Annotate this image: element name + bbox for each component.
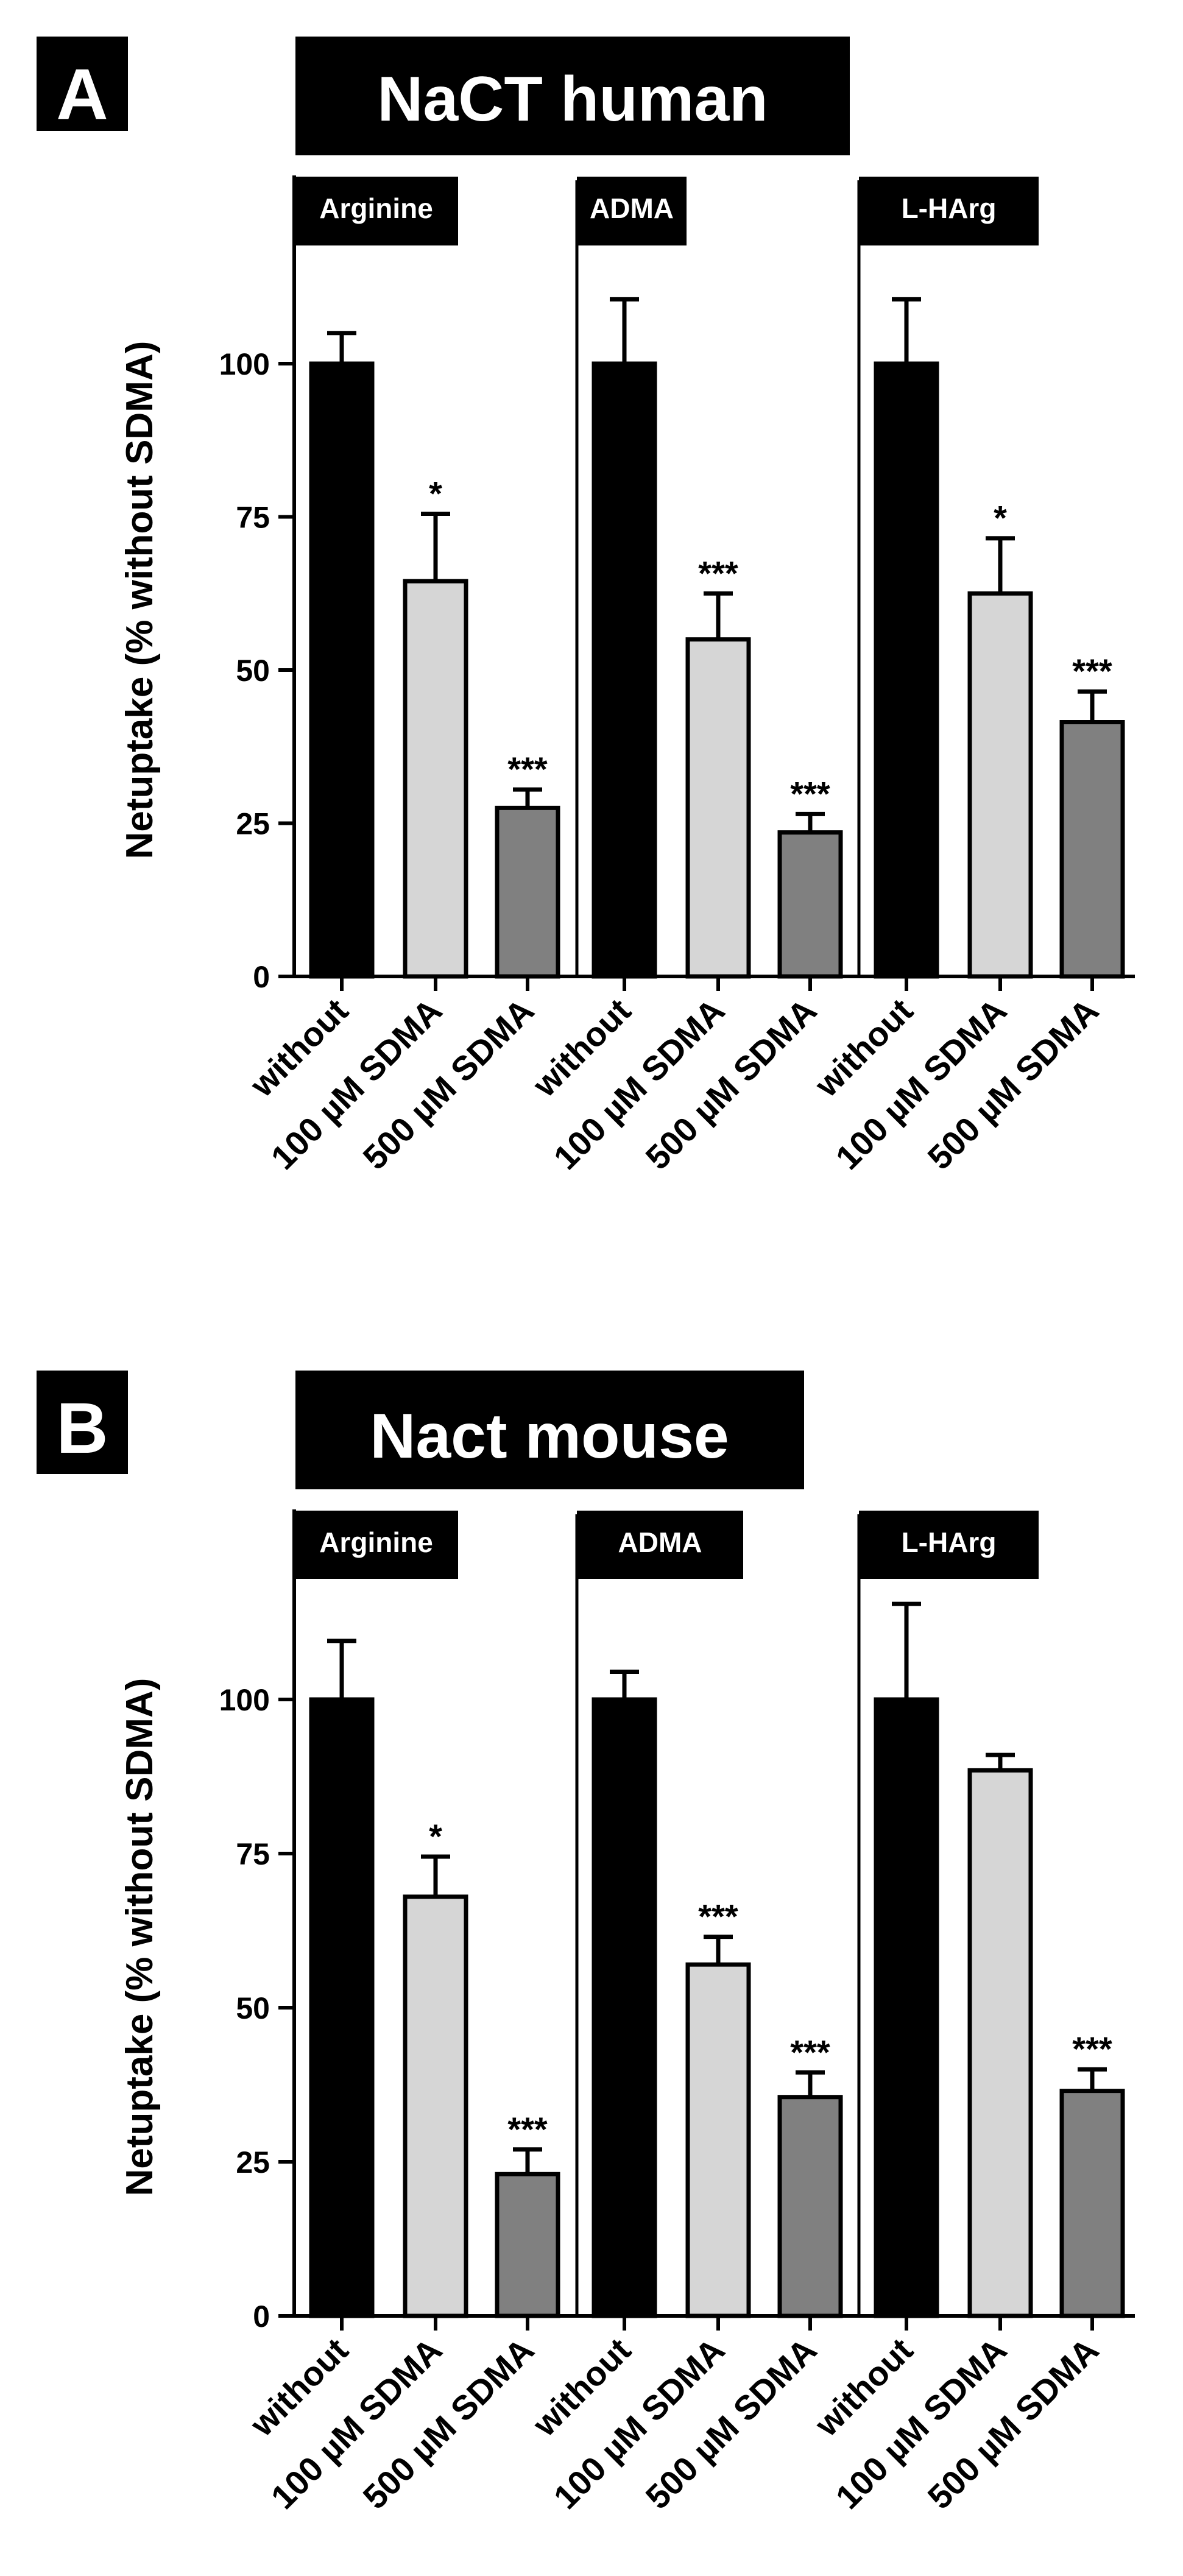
group-label: Arginine	[319, 1526, 433, 1558]
bar	[495, 2172, 560, 2318]
bar	[685, 1962, 751, 2318]
y-tick-label: 50	[236, 1991, 270, 2025]
chart-title: NaCT human	[377, 64, 768, 135]
bar	[403, 1894, 468, 2318]
significance-label: ***	[698, 1897, 738, 1936]
y-tick-label: 100	[219, 1683, 270, 1717]
y-tick-label: 75	[236, 1837, 270, 1871]
bar	[967, 1768, 1033, 2318]
y-tick-label: 0	[253, 2299, 270, 2334]
group-label: Arginine	[319, 192, 433, 224]
bar	[967, 591, 1033, 979]
significance-label: *	[994, 499, 1007, 537]
significance-label: ***	[1072, 2030, 1112, 2068]
bar	[592, 1697, 657, 2318]
group-label-box	[294, 177, 458, 245]
significance-label: ***	[698, 554, 738, 592]
significance-label: ***	[790, 2033, 830, 2071]
bar	[309, 361, 375, 979]
y-tick-label: 25	[236, 2145, 270, 2179]
panel-letter: A	[56, 54, 108, 135]
bar	[874, 361, 939, 979]
bar	[1059, 720, 1125, 979]
y-axis-label: Netuptake (% without SDMA)	[119, 1678, 161, 2197]
bar	[309, 1697, 375, 2318]
chart-title: Nact mouse	[370, 1401, 729, 1472]
significance-label: *	[429, 1817, 442, 1855]
group-label: ADMA	[618, 1526, 702, 1558]
panel-letter: B	[56, 1388, 108, 1469]
y-tick-label: 25	[236, 807, 270, 841]
group-label: L-HArg	[902, 192, 997, 224]
group-label: L-HArg	[902, 1526, 997, 1558]
significance-label: ***	[1072, 652, 1112, 690]
bar	[777, 2095, 843, 2318]
bar	[403, 579, 468, 979]
panel-letter-box	[37, 37, 128, 131]
chart-panel-a: A NaCT human 0 25 50 75 100 Netuptake (% withou…	[37, 37, 1135, 1177]
bar	[874, 1697, 939, 2318]
group-label-box	[577, 177, 687, 245]
chart-title-box	[295, 37, 850, 155]
group-label-box	[859, 177, 1039, 245]
bar	[777, 830, 843, 979]
significance-label: ***	[507, 2110, 548, 2148]
chart-title-box	[295, 1371, 804, 1489]
significance-label: ***	[507, 750, 548, 788]
y-tick-label: 75	[236, 501, 270, 535]
panel-letter-box	[37, 1371, 128, 1474]
bar	[1059, 2089, 1125, 2318]
y-tick-label: 50	[236, 654, 270, 688]
group-label-box	[294, 1511, 458, 1579]
y-tick-label: 0	[253, 960, 270, 994]
group-label-box	[859, 1511, 1039, 1579]
bar	[592, 361, 657, 979]
group-label-box	[577, 1511, 743, 1579]
chart-panel-b: B Nact mouse 0 25 50 75 100 Netuptake (% withou…	[37, 1371, 1135, 2516]
y-axis-label: Netuptake (% without SDMA)	[119, 341, 161, 859]
significance-label: ***	[790, 774, 830, 813]
group-label: ADMA	[590, 192, 674, 224]
significance-label: *	[429, 474, 442, 512]
y-tick-label: 100	[219, 347, 270, 381]
bar	[685, 637, 751, 979]
bar	[495, 805, 560, 979]
